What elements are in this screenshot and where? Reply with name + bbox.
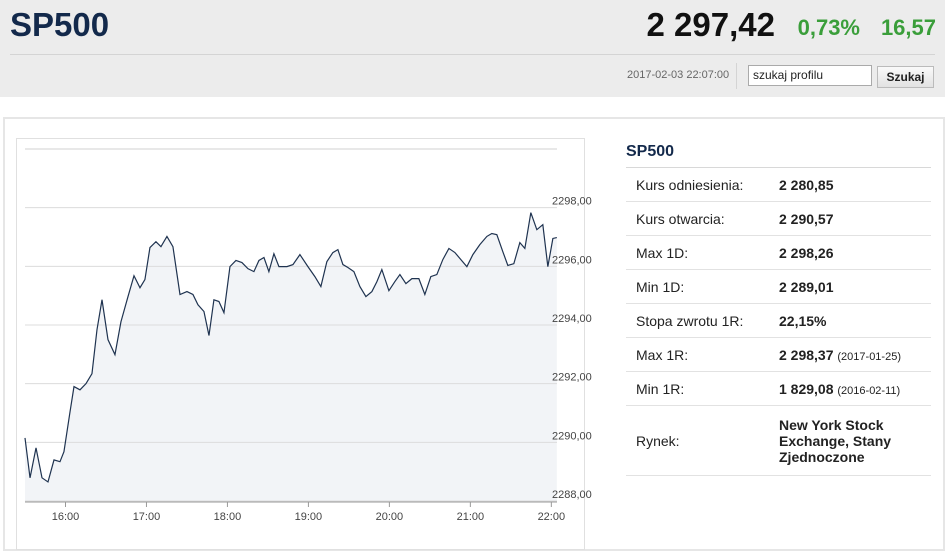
table-row: Stopa zwrotu 1R: 22,15% [626,304,931,338]
table-row: Kurs otwarcia: 2 290,57 [626,202,931,236]
y-tick-label: 2290,00 [552,430,592,442]
row-value: 2 290,57 [779,210,834,227]
table-title: SP500 [626,143,675,160]
divider [626,167,931,168]
row-value: 2 289,01 [779,278,834,295]
row-note: (2017-01-25) [837,350,901,363]
row-value: 22,15% [779,312,827,329]
row-label: Max 1R: [636,346,689,363]
x-tick-label: 19:00 [295,511,323,523]
table-row: Max 1D: 2 298,26 [626,236,931,270]
row-label: Min 1R: [636,380,685,397]
row-label: Kurs odniesienia: [636,176,744,193]
y-tick-label: 2288,00 [552,489,592,501]
x-tick-label: 21:00 [457,511,485,523]
row-label: Rynek: [636,432,680,449]
row-value-cell: New York Stock Exchange, Stany Zjednoczo… [779,417,919,465]
x-tick-label: 20:00 [376,511,404,523]
row-value-cell: 22,15% [779,313,919,329]
row-label: Max 1D: [636,244,689,261]
x-tick-label: 18:00 [214,511,242,523]
price-line [24,212,557,483]
row-value: 2 280,85 [779,176,834,193]
row-value: New York Stock Exchange, Stany Zjednoczo… [779,416,892,465]
timestamp: 2017-02-03 22:07:00 [627,69,730,81]
search-button[interactable]: Szukaj [877,66,934,88]
price: 2 297,42 [646,6,775,43]
row-value: 1 829,08 [779,380,834,397]
y-tick-label: 2294,00 [552,313,592,325]
divider [10,54,935,55]
change-pct: 0,73% [797,15,860,40]
chart: 2288,00 2290,00 2292,00 2294,00 2296,00 2298,… [24,148,592,523]
divider [736,63,737,89]
row-value-cell: 1 829,08 (2016-02-11) [779,381,919,397]
search-input[interactable]: szukaj profilu [748,65,872,86]
info-table: Kurs odniesienia: 2 280,85 Kurs otwarcia: 2… [626,168,931,476]
row-value: 2 298,37 [779,346,834,363]
change: 16,57 [880,15,936,40]
table-row: Rynek: New York Stock Exchange, Stany Zje… [626,406,931,476]
x-tick-label: 22:00 [538,511,566,523]
y-tick-label: 2298,00 [552,196,592,208]
row-label: Stopa zwrotu 1R: [636,312,744,329]
row-note: (2016-02-11) [837,384,901,397]
row-label: Kurs otwarcia: [636,210,725,227]
area [25,212,557,502]
row-value-cell: 2 290,57 [779,211,919,227]
table-row: Min 1R: 1 829,08 (2016-02-11) [626,372,931,406]
row-value: 2 298,26 [779,244,834,261]
row-value-cell: 2 280,85 [779,177,919,193]
y-tick-label: 2292,00 [552,372,592,384]
table-row: Max 1R: 2 298,37 (2017-01-25) [626,338,931,372]
y-tick-label: 2296,00 [552,254,592,266]
row-value-cell: 2 289,01 [779,279,919,295]
row-value-cell: 2 298,37 (2017-01-25) [779,347,919,363]
row-label: Min 1D: [636,278,685,295]
row-value-cell: 2 298,26 [779,245,919,261]
table-row: Kurs odniesienia: 2 280,85 [626,168,931,202]
x-tick-label: 17:00 [133,511,161,523]
x-tick-label: 16:00 [52,511,80,523]
header-title: SP500 [10,6,110,43]
table-row: Min 1D: 2 289,01 [626,270,931,304]
